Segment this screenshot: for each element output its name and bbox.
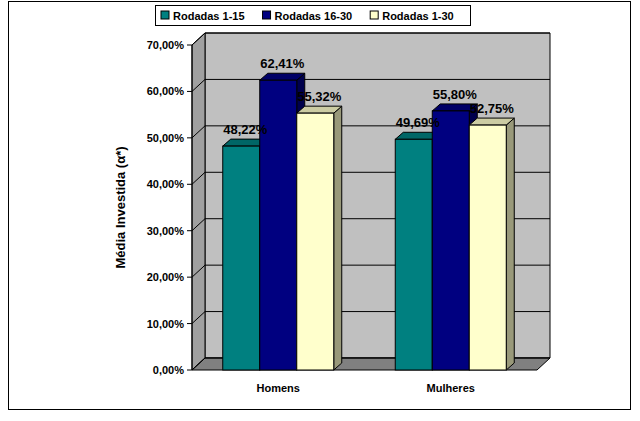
category-label: Homens <box>257 382 300 394</box>
bar-top <box>260 73 305 80</box>
legend-label: Rodadas 1-15 <box>173 10 245 22</box>
tick-mark <box>187 230 192 231</box>
legend-swatch <box>161 11 169 19</box>
legend-box <box>156 6 471 26</box>
chart: 0,00% 10,00% 20,00% 30,00% 40,00% 50,00% 60,00… <box>0 0 640 421</box>
bar <box>223 146 260 370</box>
tick-label: 20,00% <box>147 271 185 283</box>
bar-top <box>297 106 342 113</box>
y-axis-title: Média Investida (α*) <box>113 146 128 268</box>
tick-label: 40,00% <box>147 178 185 190</box>
legend-label: Rodadas 1-30 <box>382 10 454 22</box>
data-label: 52,75% <box>470 101 515 116</box>
data-label: 55,32% <box>297 89 342 104</box>
data-label: 48,22% <box>223 122 268 137</box>
tick-mark <box>187 370 192 371</box>
tick-mark <box>187 45 192 46</box>
bars <box>223 73 515 370</box>
data-labels: 48,22% 62,41% 55,32% 49,69% 55,80%52,75% <box>223 56 514 137</box>
chart-frame <box>9 2 631 410</box>
data-label: 55,80% <box>433 87 478 102</box>
tick-mark <box>187 323 192 324</box>
tick-label: 50,00% <box>147 132 185 144</box>
side-wall <box>192 33 205 370</box>
tick-label: 0,00% <box>153 364 184 376</box>
tick-mark <box>187 91 192 92</box>
bar-side <box>334 106 342 370</box>
data-label: 49,69% <box>396 115 441 130</box>
tick-mark <box>187 184 192 185</box>
bar <box>469 125 506 370</box>
tick-label: 70,00% <box>147 39 185 51</box>
bar <box>432 111 469 370</box>
bar-side <box>506 118 514 370</box>
tick-mark <box>187 277 192 278</box>
bar-top <box>469 118 514 125</box>
legend: Rodadas 1-15 Rodadas 16-30 Rodadas 1-30 <box>156 6 471 26</box>
grid-line <box>192 79 550 91</box>
bar <box>297 113 334 370</box>
grid-line <box>192 33 550 45</box>
bar <box>395 139 432 370</box>
tick-mark <box>187 137 192 138</box>
data-label: 62,41% <box>260 56 305 71</box>
y-axis <box>192 45 193 370</box>
tick-label: 30,00% <box>147 225 185 237</box>
tick-label: 60,00% <box>147 85 185 97</box>
legend-label: Rodadas 16-30 <box>275 10 353 22</box>
legend-swatch <box>370 11 378 19</box>
category-label: Mulheres <box>427 382 475 394</box>
legend-swatch <box>263 11 271 19</box>
tick-label: 10,00% <box>147 318 185 330</box>
